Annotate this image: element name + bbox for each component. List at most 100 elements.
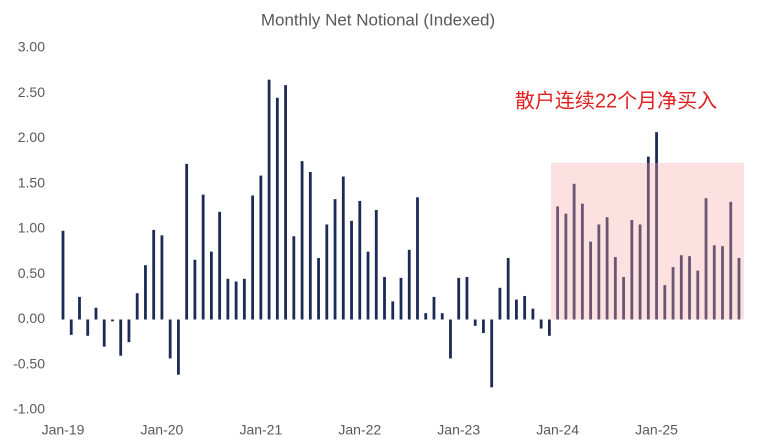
bar (366, 251, 370, 320)
y-tick-label: -1.00 (13, 401, 45, 417)
y-tick-label: 2.00 (18, 129, 45, 145)
y-tick-label: 3.00 (18, 39, 45, 55)
bar (267, 79, 271, 320)
bar (457, 277, 461, 320)
bar (572, 183, 576, 320)
x-tick-label: Jan-24 (536, 422, 579, 438)
bar (259, 175, 263, 320)
bar (482, 319, 485, 334)
bar (78, 296, 81, 320)
bar (531, 308, 535, 320)
bar (317, 257, 320, 320)
bar (589, 241, 593, 320)
bar (498, 287, 502, 320)
bar (712, 245, 716, 320)
bar (580, 203, 584, 320)
bar (556, 206, 560, 320)
bar (168, 319, 172, 359)
x-tick-label: Jan-22 (338, 422, 381, 438)
bar (119, 319, 123, 356)
bar (597, 224, 601, 320)
bar (292, 236, 296, 320)
bar (102, 319, 106, 347)
bar (111, 319, 114, 322)
y-tick-label: 1.00 (18, 220, 45, 236)
bar (646, 156, 650, 320)
bar (490, 319, 494, 388)
bar (201, 194, 205, 320)
bar (613, 257, 617, 320)
bar (275, 97, 279, 320)
bar (350, 220, 353, 320)
bar (185, 163, 189, 320)
bar (523, 295, 527, 320)
bar (94, 307, 98, 320)
bar (729, 201, 733, 320)
bar (704, 198, 708, 320)
highlight-region (551, 163, 744, 320)
bar (696, 270, 700, 320)
x-tick-label: Jan-25 (635, 422, 678, 438)
bar (515, 299, 518, 320)
bar (671, 267, 675, 320)
x-tick-label: Jan-19 (42, 422, 85, 438)
bar (605, 217, 609, 320)
bar (539, 319, 543, 329)
x-tick-label: Jan-23 (437, 422, 480, 438)
bar (135, 293, 139, 320)
bar (308, 171, 312, 320)
bar (721, 246, 724, 320)
bar (160, 235, 164, 320)
bar (424, 313, 428, 320)
bar (61, 230, 65, 320)
bar (152, 229, 156, 320)
bar (473, 319, 477, 326)
bar (399, 277, 403, 320)
bar (391, 301, 395, 320)
bar (679, 255, 683, 320)
annotation: 散户连续22个月净买入 (515, 89, 717, 112)
chart-title: Monthly Net Notional (Indexed) (261, 10, 495, 29)
bar (416, 197, 419, 320)
bar (374, 209, 378, 320)
bar (655, 132, 658, 320)
bar (547, 319, 551, 336)
bar (638, 224, 642, 320)
bar (465, 276, 469, 320)
x-tick-label: Jan-21 (239, 422, 282, 438)
bar (300, 161, 304, 320)
bar (622, 276, 625, 320)
bar (358, 200, 362, 320)
y-tick-label: -0.50 (13, 355, 45, 371)
bar (440, 313, 444, 320)
bar (218, 211, 222, 320)
bar (341, 176, 345, 320)
bar (688, 256, 691, 320)
bar (407, 249, 411, 320)
x-tick-label: Jan-20 (141, 422, 184, 438)
bar (432, 296, 436, 320)
bar (564, 213, 568, 320)
bar (177, 319, 180, 375)
bar (226, 278, 230, 320)
bar (663, 285, 667, 320)
y-tick-label: 0.50 (18, 265, 45, 281)
bar (506, 257, 510, 320)
bar (325, 224, 329, 320)
y-tick-label: 2.50 (18, 84, 45, 100)
bar (449, 319, 452, 359)
bar (209, 251, 213, 320)
bar (284, 85, 287, 320)
bar (144, 265, 147, 320)
bar (234, 281, 238, 320)
bar (193, 259, 197, 320)
bar (737, 257, 741, 320)
bar (251, 195, 255, 320)
bar (383, 276, 386, 320)
bar (333, 199, 337, 320)
bar (86, 319, 90, 336)
bar (127, 319, 131, 343)
bar (630, 219, 634, 320)
y-tick-label: 0.00 (18, 310, 45, 326)
